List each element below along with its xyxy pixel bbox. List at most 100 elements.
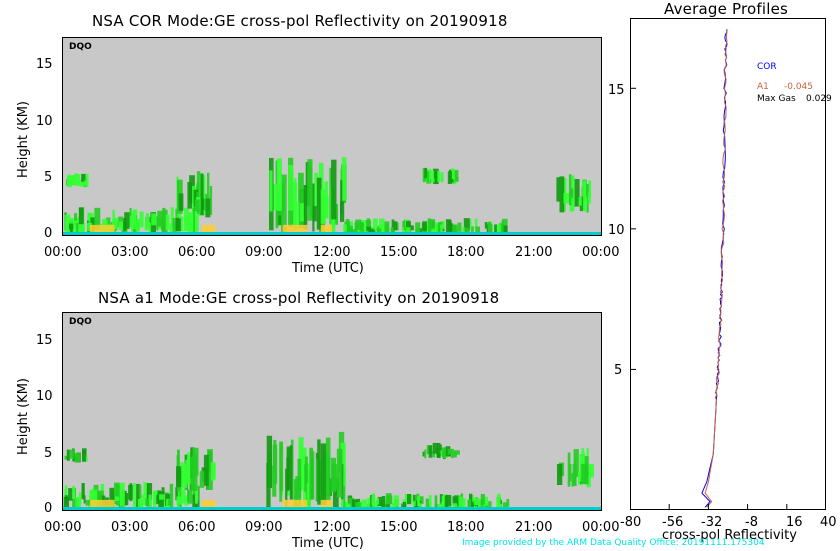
echo-cell [424,449,427,459]
profile-xtick: -32 [701,515,723,530]
echo-cell [190,456,195,491]
echo-cell [471,226,474,232]
echo-cell [68,223,74,230]
echo-cell [354,221,359,230]
echo-cell [145,498,149,507]
echo-cell [496,498,501,509]
echo-cell [77,217,82,233]
echo-cell [488,224,493,232]
echo-cell [119,482,125,507]
echo-cell [272,183,278,211]
echo-cell [317,439,321,505]
echo-cell [454,176,459,182]
echo-cell [446,495,452,507]
echo-cell [582,196,588,212]
echo-cell [81,173,86,182]
echo-cell [136,483,140,509]
profile-xtick: 40 [820,515,837,530]
credit-text: Image provided by the ARM Data Quality O… [462,538,765,548]
profile-legend-maxgas: Max Gas [757,94,796,104]
echo-cell [180,462,184,493]
panel1-xtick: 12:00 [313,245,351,260]
echo-cell [439,494,444,506]
echo-cell [427,218,432,233]
echo-cell [131,211,137,229]
echo-cell [355,502,361,509]
panel1-echo-field [63,157,601,235]
echo-cell [78,207,84,225]
echo-cell [207,449,213,490]
echo-cell [587,192,591,204]
echo-cell [441,495,445,505]
echo-cell [178,193,184,211]
surface-echo-line [63,507,601,510]
echo-cell [426,171,430,184]
echo-cell [431,228,437,235]
echo-cell [573,449,579,477]
echo-cell [169,483,174,508]
echo-cell [506,499,510,507]
strong-echo-cell [201,499,216,510]
echo-cell [418,496,424,505]
profile-legend-a1-value: -0.045 [784,82,814,92]
echo-cell [184,495,189,506]
echo-cell [445,219,452,233]
panel2-xlabel: Time (UTC) [292,536,364,551]
echo-cell [406,227,411,235]
echo-cell [407,494,412,505]
echo-cell [65,485,68,503]
panel1-xtick: 18:00 [447,245,485,260]
echo-cell [324,181,328,211]
echo-cell [429,170,434,180]
echo-cell [304,464,307,492]
echo-cell [473,497,480,506]
echo-cell [402,227,405,234]
strong-echo-cell [201,224,216,235]
echo-cell [172,218,176,235]
echo-cell [295,476,302,509]
echo-cell [146,483,153,500]
echo-cell [496,224,501,234]
echo-cell [588,180,592,199]
strong-echo-cell [89,224,115,235]
echo-cell [72,220,77,235]
echo-cell [559,176,565,213]
echo-cell [187,489,193,504]
echo-cell [428,495,432,509]
panel1-ylabel: Height (KM) [16,101,31,178]
echo-cell [345,219,350,232]
panel2-xtick: 09:00 [245,520,283,535]
echo-cell [185,459,191,485]
echo-cell [109,487,115,509]
profile-xtick: -56 [662,515,684,530]
panel2-xtick: 18:00 [447,520,485,535]
echo-cell [155,494,161,505]
echo-cell [454,450,460,455]
profile-xlabel: cross-pol Reflectivity [662,528,797,543]
echo-cell [451,448,454,459]
echo-cell [351,499,358,508]
echo-cell [386,495,393,504]
echo-cell [463,218,470,232]
echo-cell [464,227,470,233]
echo-cell [359,223,365,232]
echo-cell [67,223,70,235]
echo-cell [376,498,379,505]
echo-cell [170,207,174,229]
echo-cell [176,466,182,488]
echo-cell [189,175,195,204]
echo-cell [425,498,429,508]
echo-cell [210,462,216,481]
echo-cell [393,495,400,507]
panel1-xtick: 06:00 [178,245,216,260]
echo-cell [402,502,406,508]
echo-cell [567,452,571,487]
echo-cell [192,207,195,233]
echo-cell [363,223,367,232]
echo-cell [192,487,196,501]
echo-cell [342,469,346,510]
echo-cell [340,201,345,222]
echo-cell [81,483,85,500]
echo-cell [306,463,311,508]
echo-cell [468,499,471,509]
